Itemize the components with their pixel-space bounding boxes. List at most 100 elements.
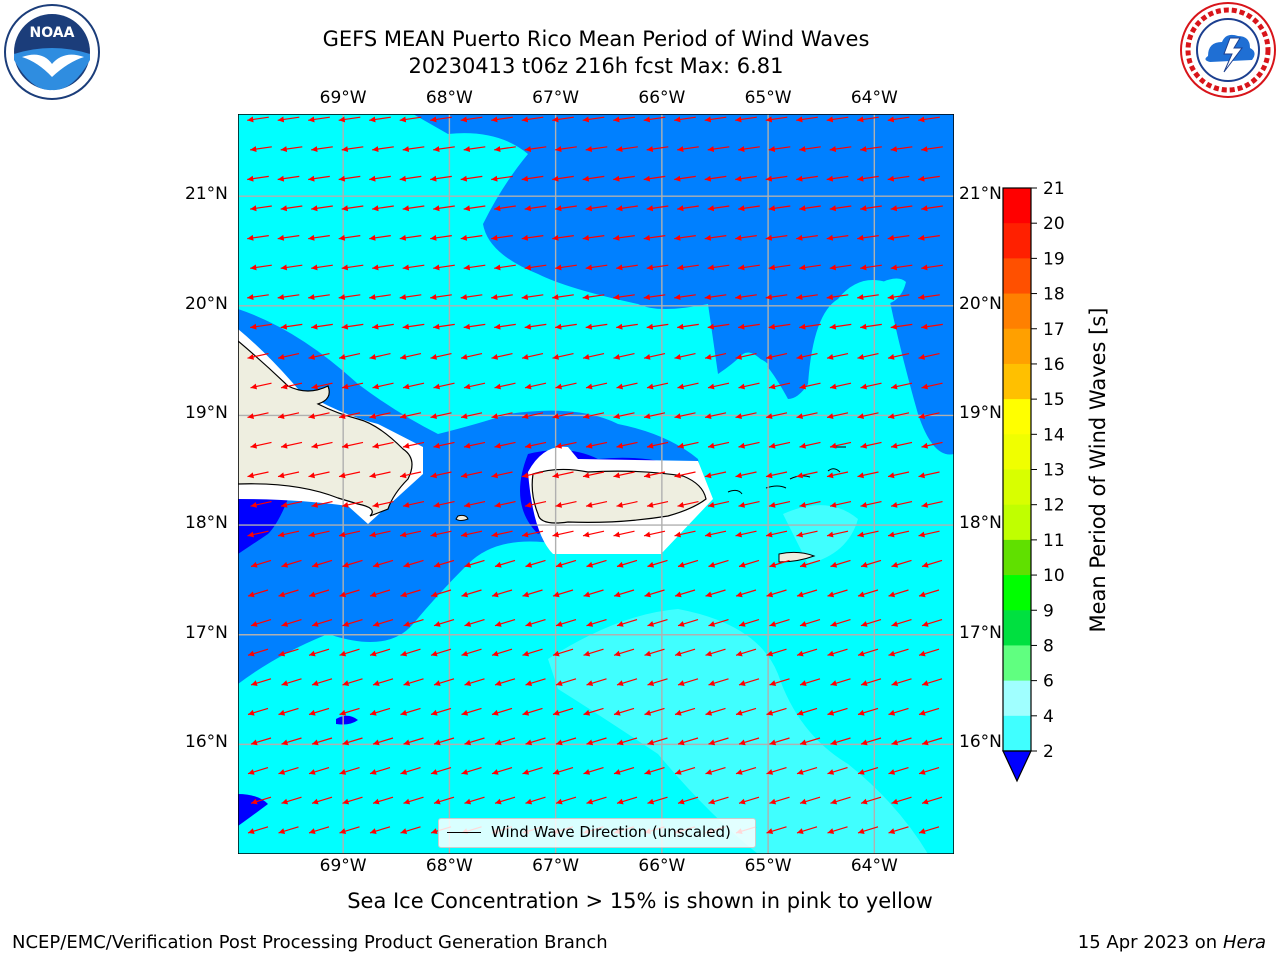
wind-wave-arrow-head [769,621,777,627]
footer-date-text: 15 Apr 2023 on [1077,932,1223,953]
wind-wave-arrow-head [278,709,286,716]
wind-wave-arrow-head [644,472,651,479]
wind-wave-arrow-head [277,175,285,182]
wind-wave-arrow-head [250,264,257,271]
wind-wave-arrow-head [339,828,347,834]
wind-wave-arrow-head [796,294,803,300]
colorbar-tick-label: 16 [1043,355,1065,375]
wind-wave-arrow-head [919,650,926,657]
wind-wave-arrow-head [922,561,929,568]
wind-wave-arrow-head [860,502,867,508]
wind-wave-arrow-head [524,323,532,330]
wind-wave-arrow-head [433,323,440,330]
wind-wave-arrow-head [281,680,289,686]
wind-wave-arrow-head [492,591,499,598]
wind-wave-arrow-head [522,413,529,419]
wind-wave-arrow-head [250,442,257,449]
wind-wave-arrow-head [861,561,868,568]
wind-wave-arrow-head [525,383,532,390]
wind-wave-arrow-head [433,205,440,212]
wind-wave-arrow-head [891,621,899,627]
wind-wave-arrow-head [678,739,685,746]
wind-wave-arrow-head [583,591,591,598]
wind-wave-arrow-head [858,650,865,657]
colorbar-tick-label: 8 [1043,636,1054,656]
wind-wave-arrow-head [312,798,319,805]
wind-wave-arrow-head [312,621,319,627]
period-band-2-4-north [413,114,954,455]
latitude-label-left: 18°N [185,513,228,534]
wind-wave-arrow-head [677,205,684,212]
wind-wave-arrow-head [707,264,715,271]
wind-wave-arrow-head [647,502,654,508]
wind-wave-arrow-head [768,264,776,271]
chart-title: GEFS MEAN Puerto Rico Mean Period of Win… [322,27,870,51]
wind-wave-arrow-head [251,621,258,627]
wind-wave-arrow-head [434,798,441,805]
wind-wave-arrow-head [643,116,651,123]
wind-wave-arrow-head [434,680,441,686]
wind-wave-arrow-head [248,769,255,775]
wind-wave-arrow-head [827,531,834,538]
wind-wave-arrow-head [826,234,834,241]
wind-wave-arrow-head [918,175,925,182]
wind-wave-arrow-head [796,531,803,538]
wind-wave-arrow-head [281,383,288,390]
wind-wave-arrow-head [858,709,865,716]
wind-wave-arrow-head [800,739,807,746]
wind-wave-arrow-head [552,531,559,538]
wind-wave-arrow-head [861,739,868,746]
wind-wave-arrow-head [800,621,807,627]
wind-wave-arrow-head [524,205,532,212]
wind-wave-arrow-head [707,323,715,330]
wind-wave-arrow-head [891,680,899,686]
wind-wave-arrow-head [341,205,349,212]
wind-wave-arrow-head [860,442,867,449]
wind-wave-arrow-head [342,442,349,449]
wind-wave-arrow-head [369,116,376,123]
wind-wave-arrow-head [461,531,468,538]
latitude-label-right: 17°N [959,622,1002,643]
wind-wave-arrow-head [890,205,898,212]
wind-wave-arrow-head [918,354,925,360]
wind-wave-arrow-head [495,798,502,805]
wind-wave-arrow-head [799,502,806,508]
wind-wave-arrow-head [586,680,594,686]
wind-wave-arrow-head [704,116,712,123]
wind-wave-arrow-head [613,472,620,479]
colorbar-segment [1003,328,1031,365]
wind-wave-arrow-head [369,354,376,360]
wind-wave-arrow-head [431,650,438,657]
wind-wave-arrow-head [399,234,407,241]
wind-wave-arrow-head [308,294,315,300]
wind-wave-arrow-head [400,591,408,598]
wind-wave-arrow-head [403,383,410,390]
wind-wave-arrow-head [861,621,868,627]
wind-wave-arrow-head [524,264,532,271]
wind-wave-arrow-head [464,798,472,805]
wind-wave-arrow-head [278,413,285,419]
wind-wave-arrow-head [556,739,563,746]
wind-wave-arrow-head [308,354,315,360]
wind-wave-arrow-head [281,798,289,805]
wind-wave-arrow-head [555,205,562,212]
wind-wave-arrow-head [708,621,716,627]
wind-wave-arrow-head [644,531,651,538]
wind-wave-arrow-head [339,709,347,716]
wind-wave-arrow-head [525,621,533,627]
wind-wave-arrow-head [247,234,254,241]
latitude-label-right: 18°N [959,513,1002,534]
wind-wave-arrow-head [677,323,684,330]
wind-wave-arrow-head [583,769,591,775]
wind-wave-arrow-head [705,591,713,598]
colorbar-tick-label: 10 [1043,566,1065,586]
wind-wave-arrow-head [525,442,532,449]
wind-wave-arrow-head [583,531,590,538]
period-band-4-6-patch-2 [878,278,906,304]
wind-wave-arrow-head [674,116,681,123]
wind-wave-arrow-head [311,502,318,508]
wind-wave-arrow-head [830,680,838,686]
wind-wave-arrow-head [464,383,471,390]
wind-wave-arrow-head [827,650,835,657]
wind-wave-arrow-head [857,294,864,300]
